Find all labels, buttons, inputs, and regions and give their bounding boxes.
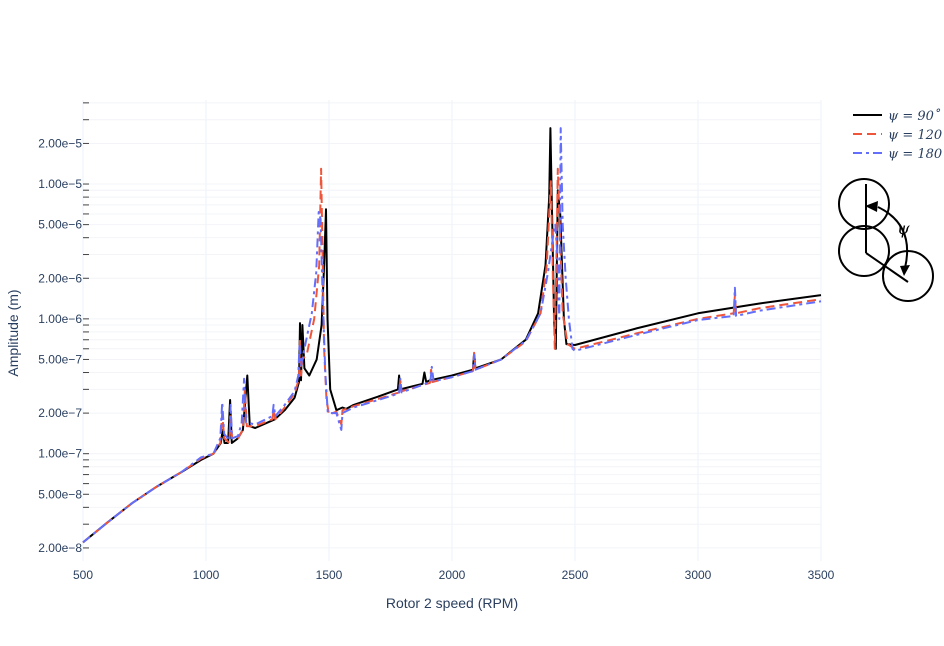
- y-tick-label: 2.00e−6: [38, 271, 82, 285]
- rotated-line: [865, 252, 909, 283]
- x-tick-label: 3500: [808, 568, 835, 582]
- legend-item-1[interactable]: ψ = 90˚: [853, 108, 941, 124]
- y-tick-label: 5.00e−7: [38, 352, 82, 366]
- angle-arc: [877, 206, 909, 269]
- legend-item-3[interactable]: ψ = 180˚: [853, 146, 944, 162]
- y-axis-title: Amplitude (m): [5, 289, 21, 376]
- rotor-1-circle: [838, 178, 890, 230]
- series-lines: [82, 127, 822, 544]
- legend-label: ψ = 120˚: [888, 127, 944, 143]
- y-tick-label: 2.00e−5: [38, 136, 82, 150]
- x-tick-label: 500: [73, 568, 93, 582]
- y-tick-label: 2.00e−7: [38, 406, 82, 420]
- series-line-3: [82, 127, 822, 544]
- x-axis-title: Rotor 2 speed (RPM): [386, 595, 518, 611]
- x-tick-label: 2500: [562, 568, 589, 582]
- arrow-head-top: [865, 201, 878, 212]
- y-tick-label: 1.00e−5: [38, 177, 82, 191]
- legend-item-2[interactable]: ψ = 120˚: [853, 127, 944, 143]
- x-tick-label: 3000: [685, 568, 712, 582]
- rotor-2-circle: [838, 225, 890, 277]
- x-tick-label: 1000: [193, 568, 220, 582]
- y-tick-label: 2.00e−8: [38, 541, 82, 555]
- y-minor-ticks: [83, 102, 89, 549]
- y-tick-label: 5.00e−6: [38, 218, 82, 232]
- legend[interactable]: ψ = 90˚ ψ = 120˚ ψ = 180˚: [853, 108, 944, 162]
- x-tick-label: 1500: [316, 568, 343, 582]
- legend-label: ψ = 90˚: [888, 108, 941, 124]
- psi-symbol: ψ: [897, 219, 910, 238]
- arrow-head-bottom: [900, 265, 910, 276]
- legend-label: ψ = 180˚: [888, 146, 944, 162]
- y-tick-label: 1.00e−7: [38, 447, 82, 461]
- y-tick-label: 1.00e−6: [38, 312, 82, 326]
- x-tick-labels: 500 1000 1500 2000 2500 3000 3500: [73, 568, 835, 582]
- grid-lines: [82, 100, 822, 561]
- series-line-2: [82, 167, 822, 544]
- rotor-angle-diagram: ψ: [838, 178, 934, 302]
- x-tick-label: 2000: [439, 568, 466, 582]
- y-tick-label: 5.00e−8: [38, 487, 82, 501]
- y-tick-labels: 2.00e−8 5.00e−8 1.00e−7 2.00e−7 5.00e−7 1.00e…: [38, 136, 82, 554]
